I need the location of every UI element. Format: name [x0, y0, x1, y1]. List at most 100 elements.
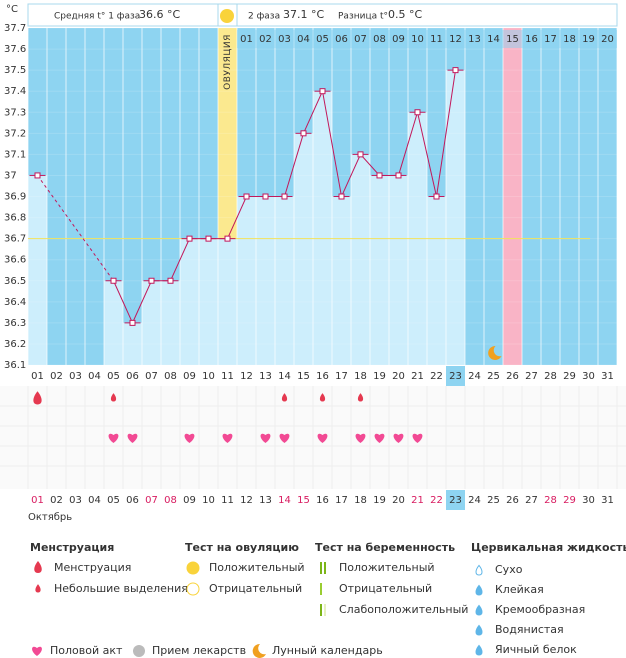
x-tick-label: 22 [430, 371, 443, 382]
cycle-day: 19 [582, 34, 595, 45]
cycle-day: 13 [468, 34, 481, 45]
legend-icon [35, 584, 41, 593]
legend-title: Менструация [30, 541, 114, 554]
y-tick-label: 36.7 [4, 234, 26, 245]
y-tick-label: 37.7 [4, 23, 26, 34]
spotting [281, 393, 288, 402]
y-tick-label: 37.5 [4, 65, 26, 76]
x-tick-label: 15 [297, 371, 310, 382]
x-tick-label-bottom: 05 [107, 495, 120, 506]
x-tick-label: 08 [164, 371, 177, 382]
x-tick-label-bottom: 18 [354, 495, 367, 506]
point [148, 277, 155, 284]
legend-item: Прием лекарств [152, 644, 246, 657]
point [243, 193, 250, 200]
cycle-day: 11 [430, 34, 443, 45]
unit: °C [6, 4, 18, 15]
bar [218, 238, 237, 365]
x-tick-label-bottom: 07 [145, 495, 158, 506]
x-tick-label: 19 [373, 371, 386, 382]
x-tick-label: 25 [487, 371, 500, 382]
bar [142, 280, 161, 365]
bar [351, 154, 370, 365]
x-tick-label: 07 [145, 371, 158, 382]
y-tick-label: 36.3 [4, 318, 26, 329]
intercourse [393, 433, 404, 443]
x-tick-label: 13 [259, 371, 272, 382]
legend-icon [133, 645, 145, 657]
legend-item: Отрицательный [339, 582, 432, 595]
legend-icon [320, 604, 322, 616]
legend-item: Положительный [339, 561, 435, 574]
point [262, 193, 269, 200]
y-tick-label: 37.4 [4, 86, 26, 97]
x-tick-label-bottom: 17 [335, 495, 348, 506]
bar [28, 175, 47, 365]
x-tick-label-bottom: 23 [449, 495, 462, 506]
diff-value: 0.5 °C [388, 8, 422, 21]
x-tick-label: 06 [126, 371, 139, 382]
point [186, 235, 193, 242]
point [224, 235, 231, 242]
legend-item: Яичный белок [495, 643, 577, 656]
ovulation-label: ОВУЛЯЦИЯ [223, 34, 233, 90]
y-tick-label: 37 [4, 170, 17, 181]
x-tick-label-bottom: 03 [69, 495, 82, 506]
legend-item: Отрицательный [209, 582, 302, 595]
legend-item: Положительный [209, 561, 305, 574]
x-tick-label: 29 [563, 371, 576, 382]
legend-item: Лунный календарь [272, 644, 383, 657]
bar [446, 70, 465, 365]
cycle-strip [237, 30, 617, 48]
bar [313, 91, 332, 365]
month: Октябрь [28, 512, 72, 523]
legend-icon [186, 582, 200, 596]
intercourse [184, 433, 195, 443]
legend-icon [475, 564, 483, 576]
cycle-day: 10 [411, 34, 424, 45]
intercourse [127, 433, 138, 443]
point [433, 193, 440, 200]
y-tick-label: 36.9 [4, 192, 26, 203]
intercourse [355, 433, 366, 443]
x-tick-label-bottom: 20 [392, 495, 405, 506]
y-tick-label: 36.2 [4, 339, 26, 350]
x-tick-label-bottom: 30 [582, 495, 595, 506]
x-tick-label: 02 [50, 371, 63, 382]
x-tick-label: 30 [582, 371, 595, 382]
x-tick-label: 11 [221, 371, 234, 382]
x-tick-label-bottom: 28 [544, 495, 557, 506]
cycle-day: 16 [525, 34, 538, 45]
moon-icon [488, 345, 502, 360]
legend-icon [475, 584, 483, 596]
point [395, 172, 402, 179]
bar [370, 175, 389, 365]
gap-connector [37, 175, 114, 282]
bar [123, 322, 142, 365]
point [281, 193, 288, 200]
cycle-day: 06 [335, 34, 348, 45]
legend-icon [34, 561, 42, 573]
spotting [319, 393, 326, 402]
x-tick-label: 01 [31, 371, 44, 382]
x-tick-label-bottom: 27 [525, 495, 538, 506]
legend-item: Клейкая [495, 583, 544, 596]
cycle-day: 03 [278, 34, 291, 45]
point [319, 88, 326, 95]
x-tick-label: 04 [88, 371, 101, 382]
x-tick-label-bottom: 02 [50, 495, 63, 506]
menstruation [33, 391, 42, 405]
cycle-day: 14 [487, 34, 500, 45]
x-tick-label-bottom: 24 [468, 495, 481, 506]
x-tick-label-bottom: 04 [88, 495, 101, 506]
legend-icon [324, 604, 326, 616]
cycle-day: 15 [506, 34, 519, 45]
x-tick-label: 12 [240, 371, 253, 382]
bar [180, 238, 199, 365]
x-tick-label-bottom: 08 [164, 495, 177, 506]
point [414, 109, 421, 116]
intercourse [260, 433, 271, 443]
x-tick-label-bottom: 22 [430, 495, 443, 506]
x-tick-label-bottom: 09 [183, 495, 196, 506]
